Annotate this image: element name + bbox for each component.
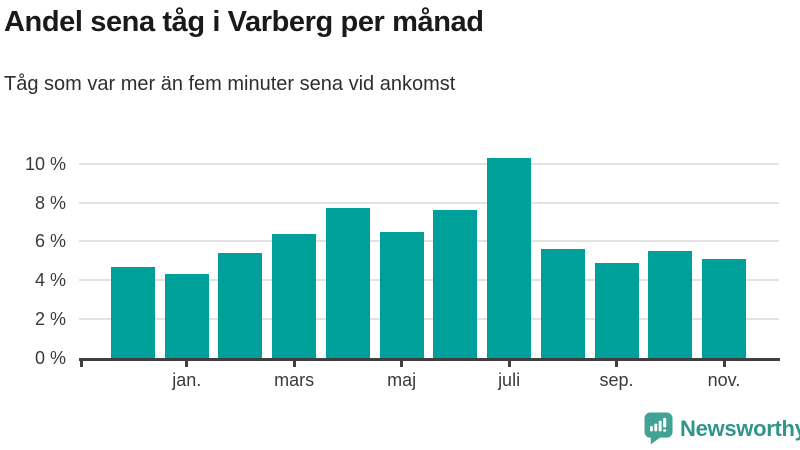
x-tick-juli xyxy=(507,361,511,367)
x-tick-label: sep. xyxy=(599,370,634,390)
x-tick-nov xyxy=(722,361,726,367)
y-tick-label: 8 % xyxy=(34,192,66,213)
newsworthy-logo: Newsworthy xyxy=(644,412,800,445)
x-tick-jan xyxy=(185,361,189,367)
bar-dec xyxy=(111,266,155,358)
gridline-8 xyxy=(79,201,779,204)
x-tick-sep xyxy=(615,361,619,367)
bar-aug xyxy=(540,249,585,358)
x-axis-start-tick xyxy=(80,361,83,367)
bar-mars xyxy=(272,233,317,358)
x-axis: jan. mars maj juli sep. nov. xyxy=(80,361,779,395)
x-tick-maj xyxy=(400,361,404,367)
newsworthy-logo-text: Newsworthy xyxy=(680,415,800,441)
gridline-6 xyxy=(79,240,779,243)
x-tick-label: nov. xyxy=(707,370,741,390)
gridline-4 xyxy=(79,279,779,282)
x-tick-label: maj xyxy=(387,370,417,390)
bar-sep xyxy=(594,262,639,358)
y-tick-label: 2 % xyxy=(34,309,66,330)
y-tick-label: 10 % xyxy=(24,153,66,174)
x-axis-line xyxy=(79,358,780,361)
bar-okt xyxy=(648,251,693,358)
y-tick-label: 6 % xyxy=(34,231,66,252)
bar-apr xyxy=(325,208,370,358)
chart-title: Andel sena tåg i Varberg per månad xyxy=(4,6,484,38)
chart-subtitle: Tåg som var mer än fem minuter sena vid … xyxy=(4,73,456,95)
bar-nov xyxy=(702,258,746,358)
bar-juni xyxy=(433,210,478,358)
y-axis-labels: 0 % 2 % 4 % 6 % 8 % 10 % xyxy=(0,153,66,368)
bar-jan xyxy=(164,274,209,358)
bar-juli xyxy=(487,157,532,358)
bar-maj xyxy=(379,231,424,358)
newsworthy-logo-icon xyxy=(644,412,673,445)
plot-area xyxy=(79,154,779,358)
x-tick-label: jan. xyxy=(172,370,202,390)
gridline-2 xyxy=(79,318,779,321)
bar-feb xyxy=(218,253,263,358)
x-tick-label: mars xyxy=(274,370,315,390)
x-tick-label: juli xyxy=(498,370,521,390)
x-tick-mars xyxy=(292,361,296,367)
y-tick-label: 0 % xyxy=(34,348,66,368)
y-tick-label: 4 % xyxy=(34,270,66,291)
gridline-10 xyxy=(79,162,779,165)
